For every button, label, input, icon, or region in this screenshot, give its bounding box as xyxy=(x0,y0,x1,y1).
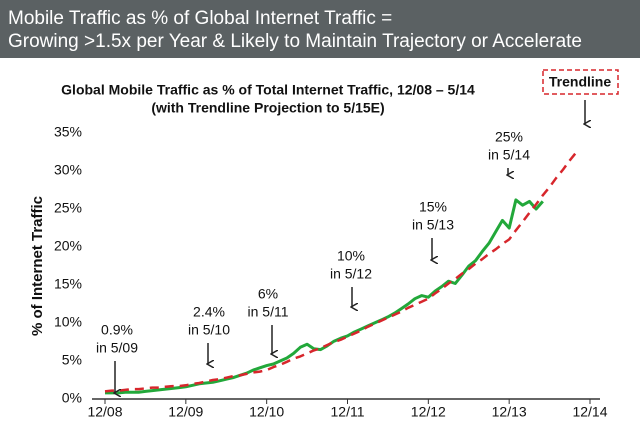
y-axis-label: % of Internet Traffic xyxy=(29,196,46,336)
annotation: 25% xyxy=(495,129,523,145)
annotation: in 5/12 xyxy=(330,266,372,282)
y-tick-label: 20% xyxy=(54,238,82,254)
x-tick-label: 12/13 xyxy=(492,404,527,420)
legend-label: Trendline xyxy=(549,74,611,90)
y-tick-label: 10% xyxy=(54,314,82,330)
annotation: 0.9% xyxy=(101,322,133,338)
trend-line xyxy=(104,151,578,393)
x-tick-label: 12/12 xyxy=(411,404,446,420)
y-tick-label: 15% xyxy=(54,276,82,292)
annotation: in 5/09 xyxy=(96,340,138,356)
annotation: in 5/11 xyxy=(248,304,289,320)
x-tick-label: 12/09 xyxy=(168,404,203,420)
header-line: Mobile Traffic as % of Global Internet T… xyxy=(8,8,392,29)
header-line: Growing >1.5x per Year & Likely to Maint… xyxy=(8,31,582,52)
annotation: 6% xyxy=(258,286,278,302)
data-line xyxy=(105,198,544,395)
header-band xyxy=(0,0,640,58)
chart-title: Global Mobile Traffic as % of Total Inte… xyxy=(61,82,475,98)
x-tick-label: 12/10 xyxy=(249,404,284,420)
y-tick-label: 35% xyxy=(54,124,82,140)
x-tick-label: 12/08 xyxy=(87,404,122,420)
annotation: in 5/13 xyxy=(412,217,454,233)
annotation: in 5/14 xyxy=(488,147,530,163)
annotation: 2.4% xyxy=(193,304,225,320)
chart-subtitle: (with Trendline Projection to 5/15E) xyxy=(151,100,384,116)
x-tick-label: 12/14 xyxy=(572,404,607,420)
x-tick-label: 12/11 xyxy=(331,404,365,420)
y-tick-label: 25% xyxy=(54,200,82,216)
annotation: in 5/10 xyxy=(188,322,230,338)
y-tick-label: 5% xyxy=(62,352,82,368)
y-tick-label: 30% xyxy=(54,162,82,178)
y-tick-label: 0% xyxy=(62,390,82,406)
annotation: 10% xyxy=(337,248,365,264)
annotation: 15% xyxy=(419,199,447,215)
legend-box xyxy=(542,69,619,95)
